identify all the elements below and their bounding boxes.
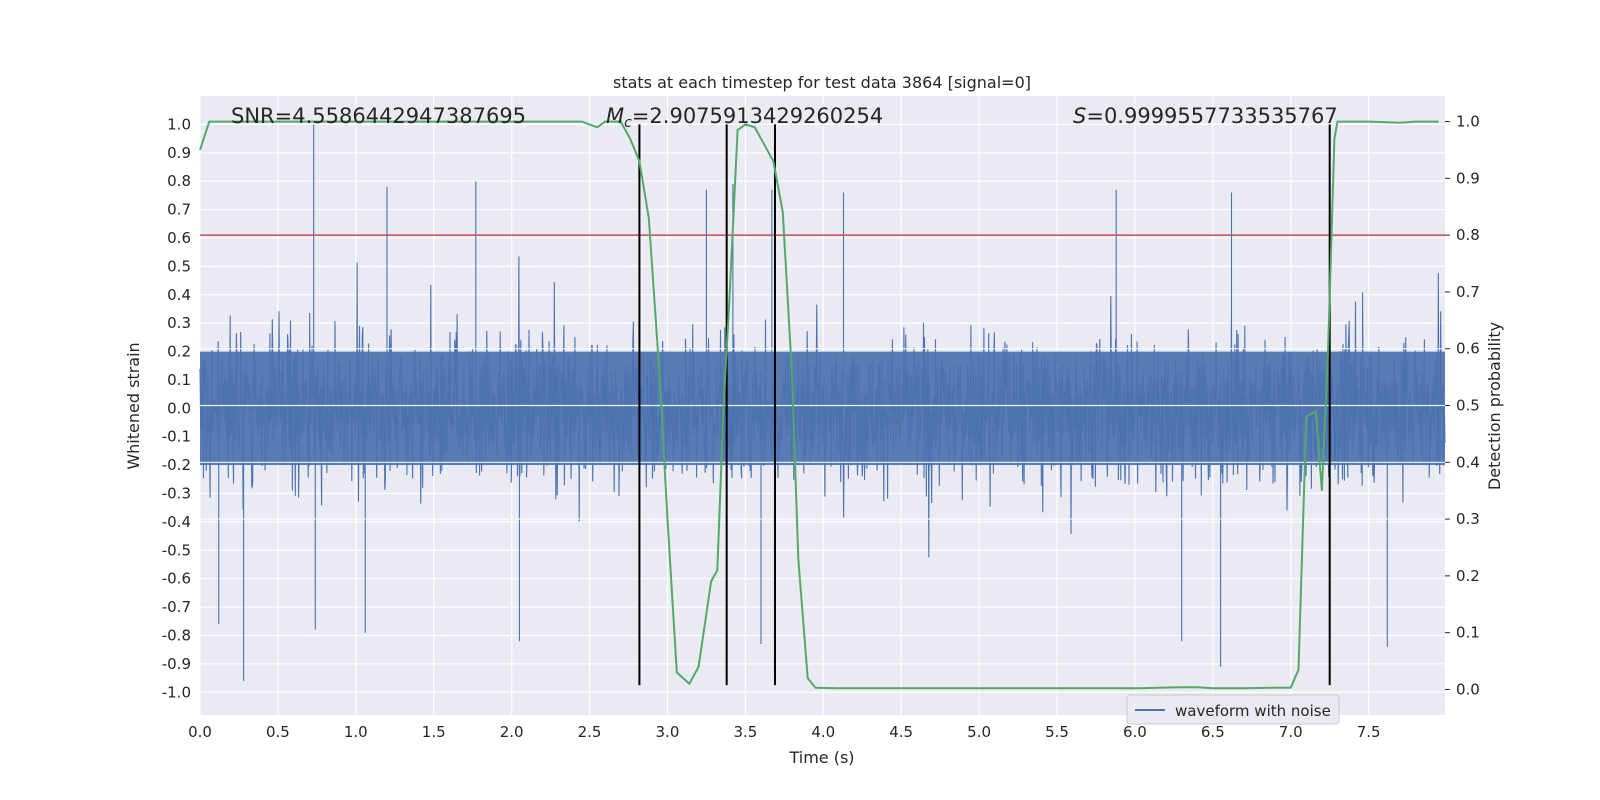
s-value: =0.9999557733535767	[1086, 104, 1337, 128]
legend-label: waveform with noise	[1175, 702, 1331, 720]
y-tick-label: -1.0	[162, 683, 191, 701]
probability-line	[199, 120, 1439, 690]
y-tick-label: -0.7	[162, 598, 191, 616]
mc-symbol: M	[606, 104, 624, 128]
x-axis-label: Time (s)	[788, 748, 854, 767]
x-tick-label: 5.0	[967, 723, 991, 741]
y-tick-label: 0.2	[167, 343, 191, 361]
x-tick-label: 0.5	[266, 723, 290, 741]
y-tick-label: -0.5	[162, 541, 191, 559]
y2-tick-label: 0.4	[1456, 453, 1480, 471]
s-annotation: S=0.9999557733535767	[1073, 104, 1338, 128]
x-tick-labels: 0.0 0.5 1.0 1.5 2.0 2.5 3.0 3.5 4.0 4.5 5.0 5.5 6.0 6…	[188, 723, 1381, 741]
y2-tick-label: 0.0	[1456, 680, 1480, 698]
y2-axis-label: Detection probability	[1485, 322, 1504, 490]
y-tick-label: 0.6	[167, 229, 191, 247]
y-tick-label: -0.4	[162, 513, 191, 531]
y2-tick-labels: 0.0 0.1 0.2 0.3 0.4 0.5 0.6 0.7 0.8 0.9 1.0	[1445, 113, 1480, 698]
legend: waveform with noise	[1126, 694, 1340, 725]
y-tick-label: 0.3	[167, 314, 191, 332]
x-tick-label: 3.5	[733, 723, 757, 741]
y-tick-label: 0.8	[167, 172, 191, 190]
x-tick-label: 6.5	[1201, 723, 1225, 741]
y2-tick-label: 0.2	[1456, 567, 1480, 585]
y-tick-label: 0.4	[167, 286, 191, 304]
snr-annotation: SNR=4.5586442947387695	[231, 104, 526, 128]
waveform-dense-core	[200, 351, 1445, 466]
y2-tick-label: 0.3	[1456, 510, 1480, 528]
y-axis-label: Whitened strain	[124, 342, 143, 469]
waveform-series	[199, 124, 1446, 681]
mc-annotation: Mc=2.9075913429260254	[606, 104, 883, 131]
y-tick-label: 1.0	[167, 115, 191, 133]
x-tick-label: 3.0	[656, 723, 680, 741]
y-tick-label: -0.9	[162, 655, 191, 673]
x-tick-label: 6.0	[1123, 723, 1147, 741]
x-tick-label: 1.0	[344, 723, 368, 741]
y-tick-label: 0.0	[167, 399, 191, 417]
x-tick-label: 2.0	[500, 723, 524, 741]
mc-value: =2.9075913429260254	[632, 104, 883, 128]
y-tick-label: 0.1	[167, 371, 191, 389]
y2-tick-label: 0.5	[1456, 397, 1480, 415]
x-tick-label: 7.0	[1279, 723, 1303, 741]
y-tick-label: -0.6	[162, 570, 191, 588]
y2-tick-label: 0.9	[1456, 169, 1480, 187]
vertical-markers	[638, 124, 1331, 686]
y-tick-label: 0.5	[167, 257, 191, 275]
y2-tick-label: 0.6	[1456, 340, 1480, 358]
x-tick-label: 2.5	[578, 723, 602, 741]
y2-tick-label: 1.0	[1456, 113, 1480, 131]
y-tick-labels: -1.0 -0.9 -0.8 -0.7 -0.6 -0.5 -0.4 -0.3 -0.2 -0.1…	[162, 115, 191, 701]
chart-title: stats at each timestep for test data 386…	[613, 73, 1031, 92]
y-tick-label: -0.8	[162, 626, 191, 644]
x-tick-label: 7.5	[1357, 723, 1381, 741]
probability-series	[199, 120, 1439, 690]
legend-box	[1126, 694, 1340, 725]
y-tick-label: -0.3	[162, 485, 191, 503]
x-tick-label: 4.0	[811, 723, 835, 741]
x-tick-label: 4.5	[889, 723, 913, 741]
y2-tick-label: 0.7	[1456, 283, 1480, 301]
y-tick-label: -0.1	[162, 428, 191, 446]
x-tick-label: 5.5	[1045, 723, 1069, 741]
x-tick-label: 1.5	[422, 723, 446, 741]
s-symbol: S	[1073, 104, 1086, 128]
x-tick-label: 0.0	[188, 723, 212, 741]
mc-subscript: c	[624, 115, 632, 131]
y2-tick-label: 0.1	[1456, 624, 1480, 642]
y2-tick-label: 0.8	[1456, 226, 1480, 244]
y-tick-label: 0.7	[167, 201, 191, 219]
y-tick-label: 0.9	[167, 144, 191, 162]
y-tick-label: -0.2	[162, 456, 191, 474]
